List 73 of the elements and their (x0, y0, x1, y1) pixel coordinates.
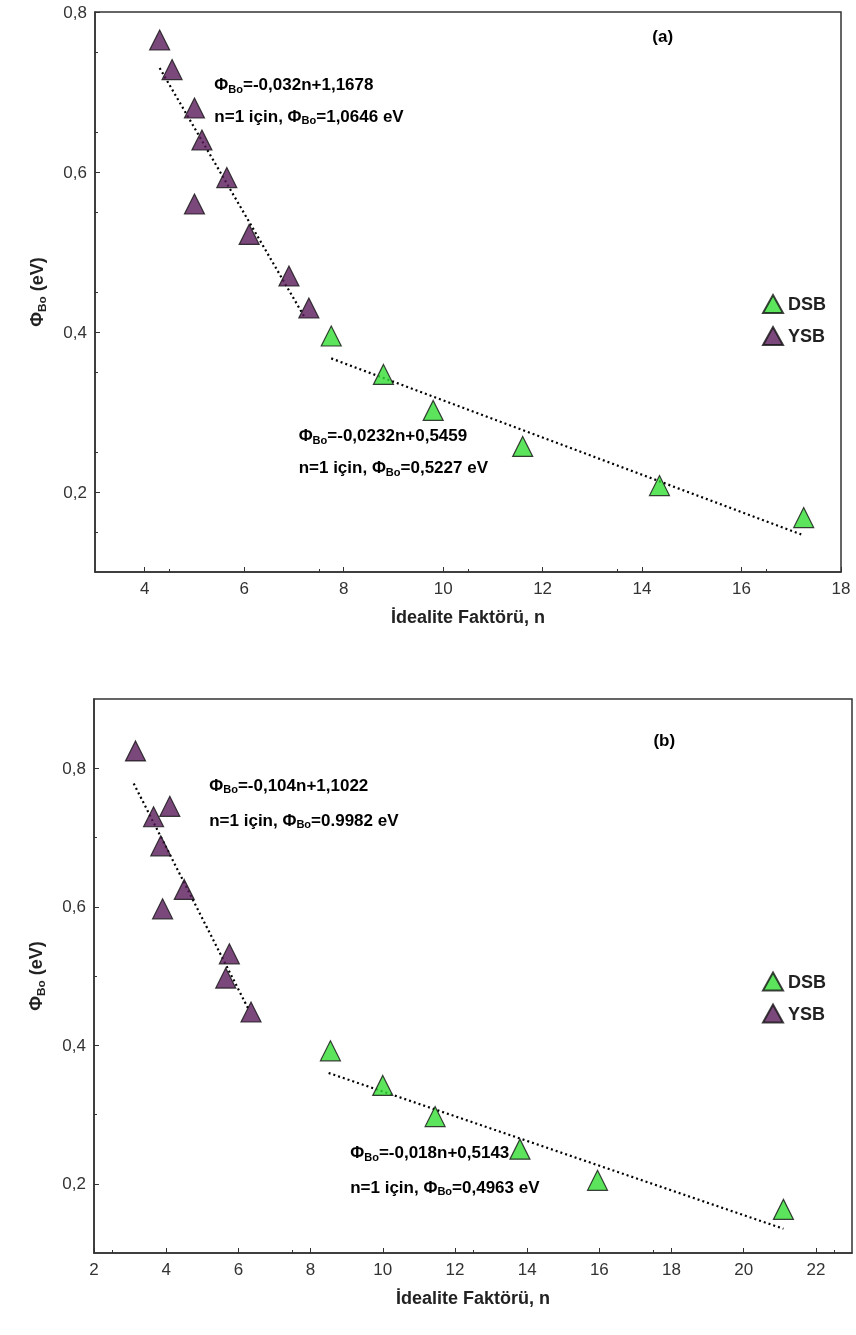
annotation: n=1 için, ΦBo=1,0646 eV (214, 106, 405, 126)
y-tick-label: 0,2 (63, 482, 87, 502)
point (151, 898, 174, 920)
point (238, 223, 260, 245)
x-tick-label: 16 (589, 1260, 609, 1279)
point (422, 399, 444, 421)
point (278, 265, 300, 287)
point (424, 1105, 446, 1128)
point (216, 167, 238, 189)
x-axis-title: İdealite Faktörü, n (390, 607, 546, 627)
x-tick-label: 22 (806, 1260, 826, 1279)
x-tick-label: 16 (732, 579, 751, 598)
legend-label: DSB (788, 294, 827, 314)
x-tick-label: 18 (831, 579, 851, 598)
annotation: ΦBo=-0,018n+0,5143 (350, 1143, 510, 1163)
x-tick-label: 18 (662, 1260, 681, 1279)
x-tick-label: 12 (533, 579, 553, 598)
point (512, 435, 534, 457)
annotation: (a) (652, 26, 674, 46)
y-tick-label: 0,2 (62, 1174, 86, 1194)
y-tick-label: 0,8 (62, 758, 86, 778)
point (149, 29, 171, 51)
legend-label: YSB (788, 1003, 826, 1024)
point (218, 943, 240, 965)
point (215, 967, 237, 989)
legend-label: YSB (788, 326, 826, 346)
point (372, 363, 395, 385)
point (509, 1138, 531, 1160)
x-tick-label: 20 (734, 1260, 754, 1279)
annotation: n=1 için, ΦBo=0.9982 eV (209, 810, 400, 831)
point (191, 129, 213, 151)
x-tick-label: 4 (161, 1260, 171, 1279)
annotation: (b) (653, 731, 676, 751)
y-tick-label: 0,6 (62, 897, 86, 917)
point (586, 1169, 609, 1191)
x-tick-label: 2 (89, 1260, 99, 1279)
point (161, 59, 183, 81)
point (372, 1074, 394, 1097)
x-tick-label: 12 (445, 1260, 465, 1279)
x-tick-label: 8 (338, 579, 349, 598)
y-tick-label: 0,4 (62, 1035, 86, 1055)
point (772, 1198, 795, 1220)
x-tick-label: 10 (433, 579, 453, 598)
point (159, 795, 181, 817)
point (142, 806, 165, 828)
point (240, 1001, 262, 1023)
annotation: n=1 için, ΦBo=0,5227 eV (298, 458, 489, 478)
x-tick-label: 6 (239, 579, 249, 598)
y-tick-label: 0,6 (63, 162, 87, 182)
point (183, 193, 206, 215)
point (320, 325, 342, 347)
annotation: n=1 için, ΦBo=0,4963 eV (350, 1177, 541, 1197)
x-tick-label: 4 (140, 579, 150, 598)
point (648, 475, 671, 497)
x-tick-label: 14 (632, 579, 652, 598)
point (173, 878, 195, 901)
x-axis-title: İdealite Faktörü, n (395, 1288, 551, 1308)
annotation: ΦBo=-0,104n+1,1022 (209, 775, 369, 796)
x-tick-label: 14 (517, 1260, 537, 1279)
x-tick-label: 6 (233, 1260, 244, 1279)
point (319, 1040, 342, 1062)
point (183, 97, 206, 119)
point (124, 740, 147, 762)
point (298, 297, 320, 319)
x-tick-label: 10 (373, 1260, 393, 1279)
y-tick-label: 0,8 (63, 2, 87, 22)
legend-label: DSB (788, 971, 827, 992)
point (150, 835, 172, 857)
x-tick-label: 8 (305, 1260, 316, 1279)
annotation: ΦBo=-0,032n+1,1678 (214, 75, 374, 95)
point (793, 507, 815, 529)
annotation: ΦBo=-0,0232n+0,5459 (298, 426, 468, 446)
y-tick-label: 0,4 (63, 322, 87, 342)
